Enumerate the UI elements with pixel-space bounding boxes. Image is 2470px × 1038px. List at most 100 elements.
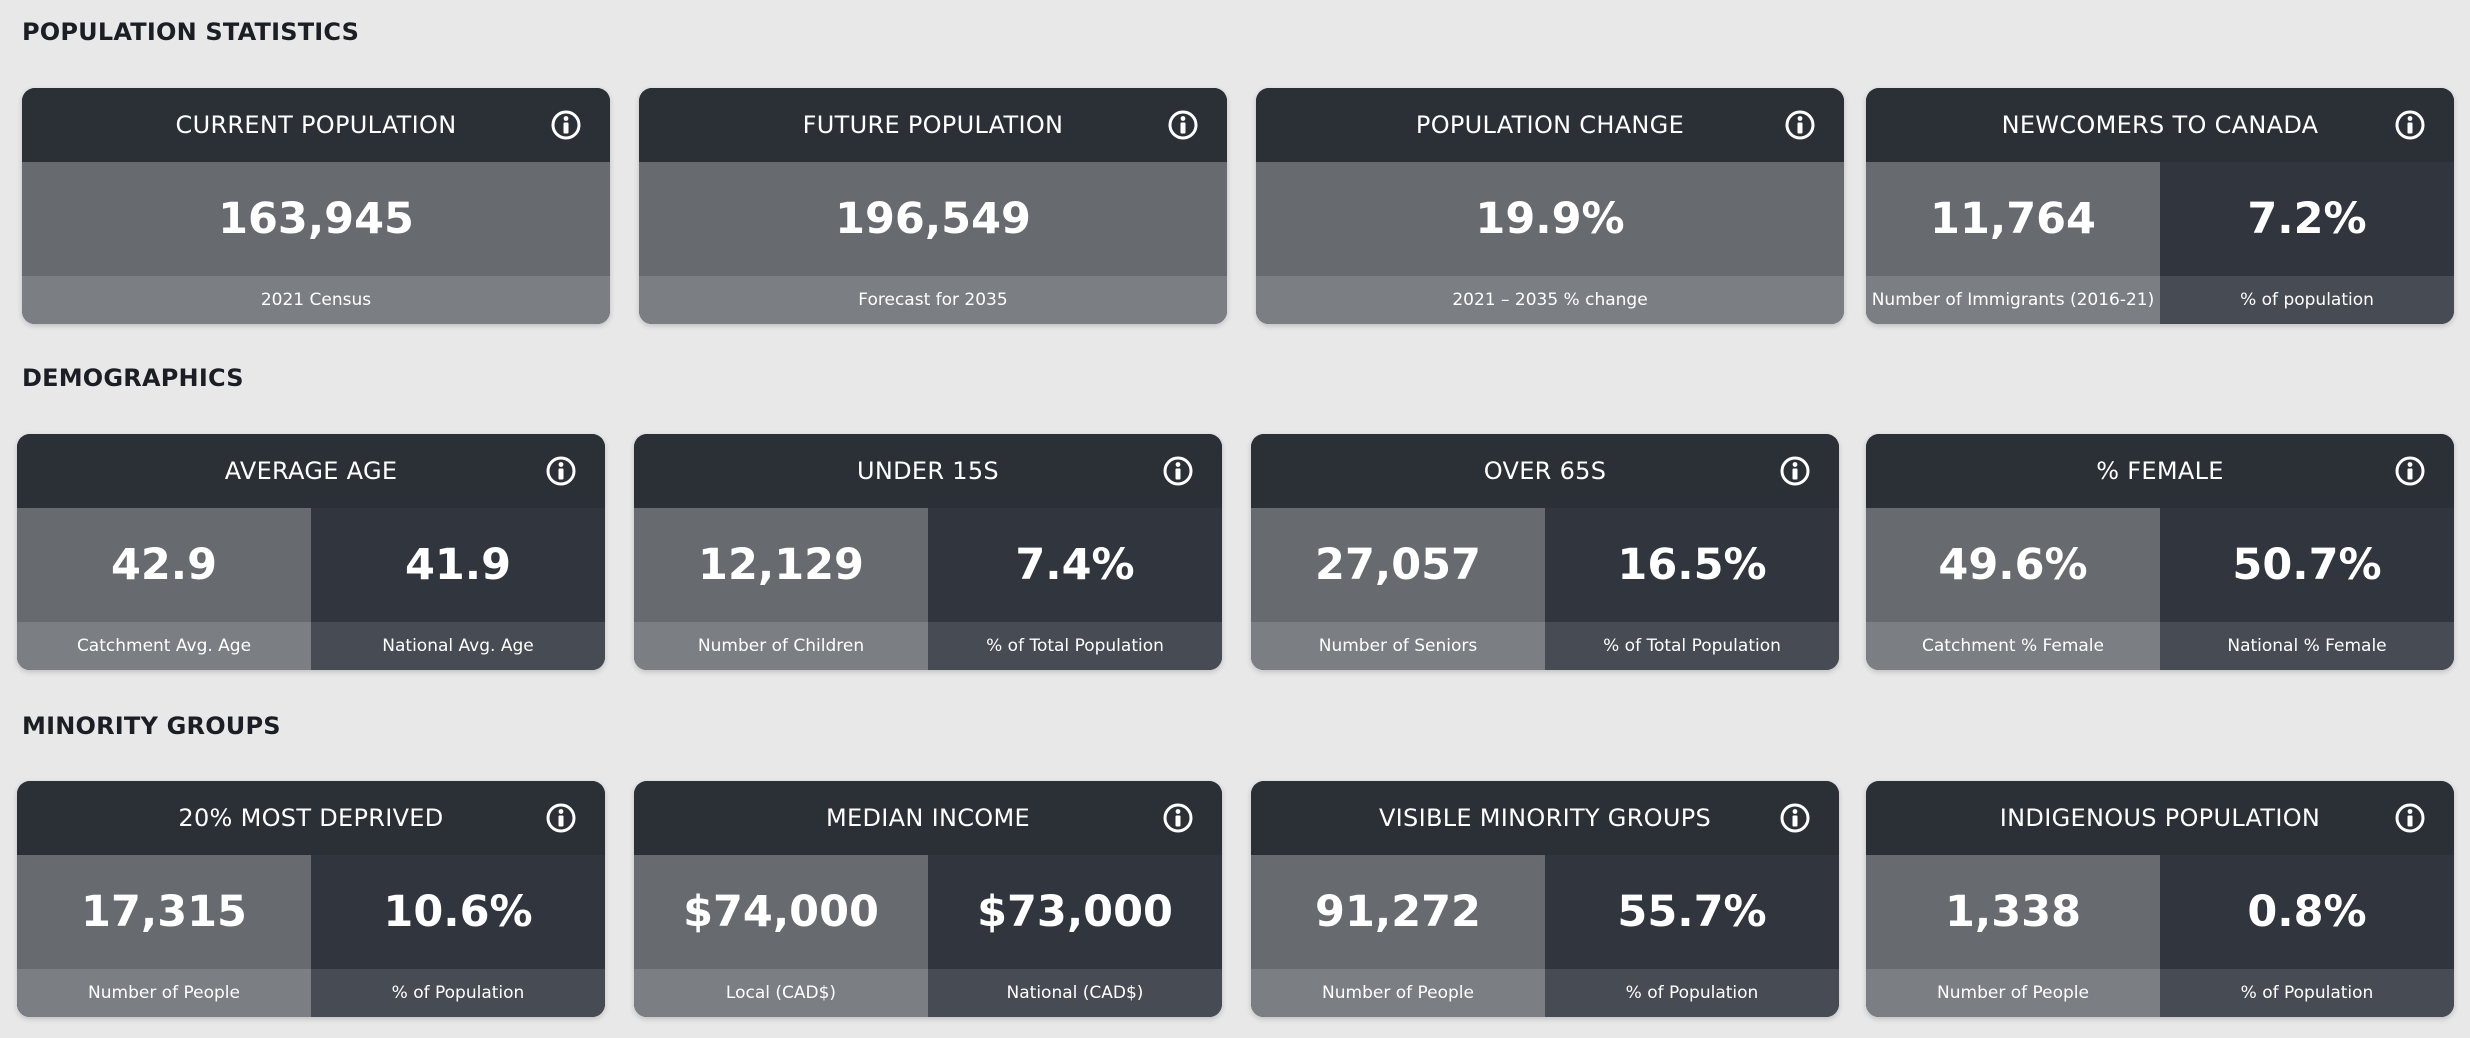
stat-value: $74,000: [634, 855, 928, 969]
card-title: POPULATION CHANGE: [1415, 111, 1685, 139]
card-title: % FEMALE: [2096, 457, 2224, 485]
stat-value: 7.2%: [2160, 162, 2454, 276]
stat-value: 163,945: [22, 162, 610, 276]
stat-value: 55.7%: [1545, 855, 1839, 969]
stat-column: 55.7% % of Population: [1545, 855, 1839, 1017]
card-header: FUTURE POPULATION: [639, 88, 1227, 162]
card-median-income: MEDIAN INCOME $74,000 Local (CAD$) $73,0…: [634, 781, 1222, 1017]
stat-caption: National % Female: [2160, 622, 2454, 670]
stat-value: 11,764: [1866, 162, 2160, 276]
info-icon[interactable]: [2394, 455, 2426, 487]
stat-value: 42.9: [17, 508, 311, 622]
card-most-deprived: 20% MOST DEPRIVED 17,315 Number of Peopl…: [17, 781, 605, 1017]
stat-column: 50.7% National % Female: [2160, 508, 2454, 670]
stat-value: 196,549: [639, 162, 1227, 276]
stat-caption: National (CAD$): [928, 969, 1222, 1017]
stat-column: 0.8% % of Population: [2160, 855, 2454, 1017]
stat-column: 1,338 Number of People: [1866, 855, 2160, 1017]
card-header: VISIBLE MINORITY GROUPS: [1251, 781, 1839, 855]
info-icon[interactable]: [1167, 109, 1199, 141]
stat-caption: Number of People: [1866, 969, 2160, 1017]
card-title: NEWCOMERS TO CANADA: [2001, 111, 2319, 139]
info-icon[interactable]: [1162, 455, 1194, 487]
stat-column: 16.5% % of Total Population: [1545, 508, 1839, 670]
stat-value: 17,315: [17, 855, 311, 969]
stat-column: 49.6% Catchment % Female: [1866, 508, 2160, 670]
stat-caption: % of Total Population: [928, 622, 1222, 670]
card-over-65s: OVER 65S 27,057 Number of Seniors 16.5% …: [1251, 434, 1839, 670]
stat-column: $74,000 Local (CAD$): [634, 855, 928, 1017]
stat-caption: % of population: [2160, 276, 2454, 324]
card-header: AVERAGE AGE: [17, 434, 605, 508]
card-title: INDIGENOUS POPULATION: [1999, 804, 2321, 832]
card-percent-female: % FEMALE 49.6% Catchment % Female 50.7% …: [1866, 434, 2454, 670]
card-under-15s: UNDER 15S 12,129 Number of Children 7.4%…: [634, 434, 1222, 670]
stat-value: 50.7%: [2160, 508, 2454, 622]
card-future-population: FUTURE POPULATION 196,549 Forecast for 2…: [639, 88, 1227, 324]
stat-caption: 2021 Census: [22, 276, 610, 324]
stat-caption: % of Total Population: [1545, 622, 1839, 670]
stat-caption: % of Population: [311, 969, 605, 1017]
card-header: CURRENT POPULATION: [22, 88, 610, 162]
stat-caption: Number of Immigrants (2016-21): [1866, 276, 2160, 324]
stat-column: 12,129 Number of Children: [634, 508, 928, 670]
info-icon[interactable]: [2394, 109, 2426, 141]
stat-caption: Number of Seniors: [1251, 622, 1545, 670]
card-title: 20% MOST DEPRIVED: [178, 804, 444, 832]
info-icon[interactable]: [545, 455, 577, 487]
stat-column: 19.9% 2021 – 2035 % change: [1256, 162, 1844, 324]
info-icon[interactable]: [1784, 109, 1816, 141]
card-header: OVER 65S: [1251, 434, 1839, 508]
stat-column: 27,057 Number of Seniors: [1251, 508, 1545, 670]
info-icon[interactable]: [2394, 802, 2426, 834]
stat-caption: % of Population: [1545, 969, 1839, 1017]
stat-caption: % of Population: [2160, 969, 2454, 1017]
stat-value: 49.6%: [1866, 508, 2160, 622]
stat-column: 7.4% % of Total Population: [928, 508, 1222, 670]
card-average-age: AVERAGE AGE 42.9 Catchment Avg. Age 41.9…: [17, 434, 605, 670]
card-indigenous-population: INDIGENOUS POPULATION 1,338 Number of Pe…: [1866, 781, 2454, 1017]
stat-value: 0.8%: [2160, 855, 2454, 969]
info-icon[interactable]: [1779, 455, 1811, 487]
stat-caption: Catchment % Female: [1866, 622, 2160, 670]
card-header: INDIGENOUS POPULATION: [1866, 781, 2454, 855]
stat-column: $73,000 National (CAD$): [928, 855, 1222, 1017]
stat-column: 11,764 Number of Immigrants (2016-21): [1866, 162, 2160, 324]
stat-caption: Number of People: [1251, 969, 1545, 1017]
stat-caption: 2021 – 2035 % change: [1256, 276, 1844, 324]
card-header: % FEMALE: [1866, 434, 2454, 508]
stat-value: 16.5%: [1545, 508, 1839, 622]
stat-caption: National Avg. Age: [311, 622, 605, 670]
stat-column: 163,945 2021 Census: [22, 162, 610, 324]
card-header: MEDIAN INCOME: [634, 781, 1222, 855]
card-title: FUTURE POPULATION: [802, 111, 1064, 139]
stat-value: 7.4%: [928, 508, 1222, 622]
card-title: VISIBLE MINORITY GROUPS: [1378, 804, 1712, 832]
stat-value: 27,057: [1251, 508, 1545, 622]
info-icon[interactable]: [1779, 802, 1811, 834]
stat-value: 12,129: [634, 508, 928, 622]
stat-column: 196,549 Forecast for 2035: [639, 162, 1227, 324]
card-title: MEDIAN INCOME: [826, 804, 1030, 832]
stat-column: 17,315 Number of People: [17, 855, 311, 1017]
info-icon[interactable]: [550, 109, 582, 141]
info-icon[interactable]: [545, 802, 577, 834]
stat-caption: Catchment Avg. Age: [17, 622, 311, 670]
card-population-change: POPULATION CHANGE 19.9% 2021 – 2035 % ch…: [1256, 88, 1844, 324]
stat-value: 91,272: [1251, 855, 1545, 969]
section-title-demographics: DEMOGRAPHICS: [22, 364, 244, 392]
stat-value: 41.9: [311, 508, 605, 622]
section-title-minority-groups: MINORITY GROUPS: [22, 712, 281, 740]
stat-column: 42.9 Catchment Avg. Age: [17, 508, 311, 670]
info-icon[interactable]: [1162, 802, 1194, 834]
stat-column: 91,272 Number of People: [1251, 855, 1545, 1017]
card-header: 20% MOST DEPRIVED: [17, 781, 605, 855]
stat-column: 10.6% % of Population: [311, 855, 605, 1017]
stat-caption: Number of People: [17, 969, 311, 1017]
stat-value: 1,338: [1866, 855, 2160, 969]
stat-value: 19.9%: [1256, 162, 1844, 276]
card-current-population: CURRENT POPULATION 163,945 2021 Census: [22, 88, 610, 324]
stat-caption: Forecast for 2035: [639, 276, 1227, 324]
card-title: OVER 65S: [1483, 457, 1607, 485]
card-header: UNDER 15S: [634, 434, 1222, 508]
